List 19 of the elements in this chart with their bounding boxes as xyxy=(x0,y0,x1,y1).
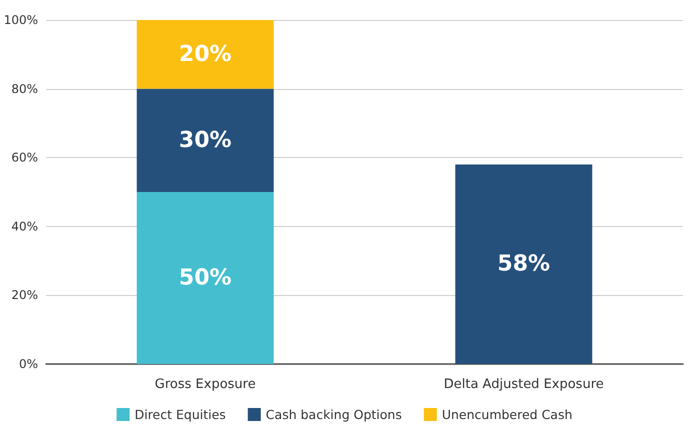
legend-label: Cash backing Options xyxy=(266,407,402,422)
y-tick-label: 20% xyxy=(11,288,38,302)
bar xyxy=(136,88,274,192)
data-label: 50% xyxy=(178,266,232,290)
data-label: 20% xyxy=(178,42,232,67)
data-label: 30% xyxy=(178,128,232,153)
bar xyxy=(136,192,274,364)
legend-label: Direct Equities xyxy=(134,407,226,422)
y-tick-label: 0% xyxy=(18,357,38,371)
y-tick-label: 80% xyxy=(11,82,38,96)
y-tick-label: 100% xyxy=(4,13,38,27)
bar xyxy=(455,164,592,364)
y-tick-label: 40% xyxy=(11,219,38,234)
bar xyxy=(136,20,274,89)
y-tick-label: 60% xyxy=(11,150,38,165)
data-label: 58% xyxy=(497,252,550,277)
legend-label: Unencumbered Cash xyxy=(442,407,572,422)
x-tick-label: Delta Adjusted Exposure xyxy=(444,377,604,392)
x-tick-label: Gross Exposure xyxy=(154,377,256,392)
